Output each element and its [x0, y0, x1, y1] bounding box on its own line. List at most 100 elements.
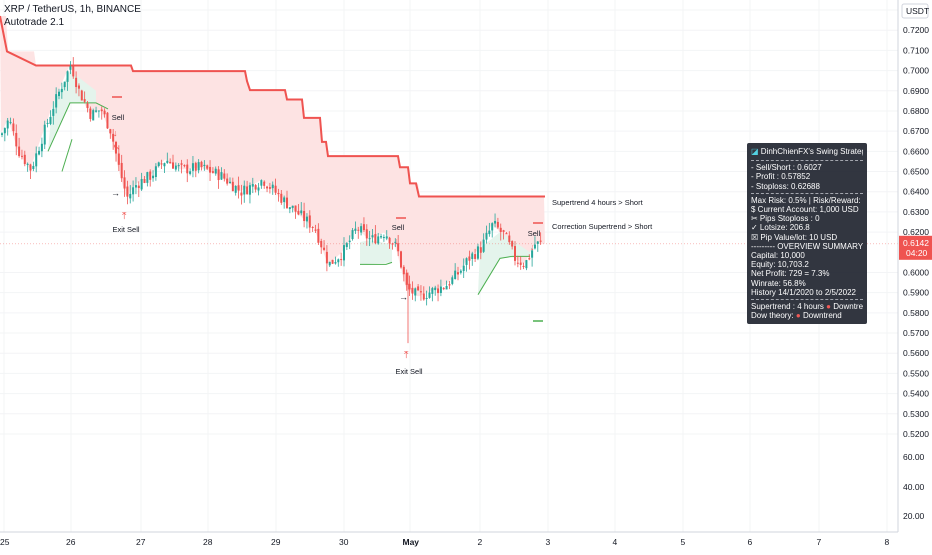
- exit-arrow-icon: →: [399, 292, 408, 302]
- currency-box: [901, 3, 929, 19]
- supertrend-fill: [0, 16, 545, 297]
- candle-body: [368, 238, 371, 240]
- candle-body: [43, 124, 46, 145]
- candle-body: [437, 288, 440, 294]
- candle-body: [183, 165, 186, 167]
- price-tick-label: 0.5400: [903, 389, 929, 399]
- date-tick-label: 2: [478, 537, 483, 547]
- indicator-title: Autotrade 2.1: [4, 17, 65, 28]
- candle-body: [360, 226, 363, 233]
- candle-body: [345, 243, 348, 248]
- candle-body: [35, 153, 38, 167]
- candle-body: [200, 161, 203, 168]
- candle-body: [325, 251, 328, 264]
- candle-body: [496, 221, 499, 228]
- last-price-badge: [899, 235, 932, 260]
- candle-body: [257, 187, 260, 191]
- candle-body: [83, 99, 86, 102]
- candle-body: [217, 169, 220, 181]
- info-supertrend-status: Supertrend : 4 hours ● Downtrend: [751, 302, 863, 311]
- candle-body: [297, 210, 300, 215]
- candle-body: [337, 259, 340, 263]
- sell-signal-label: Sell: [112, 113, 125, 122]
- candle-body: [268, 187, 271, 189]
- candle-body: [411, 287, 414, 294]
- candle-body: [80, 90, 83, 101]
- candle-body: [402, 266, 405, 275]
- info-title-text: DinhChienFX's Swing Strategy: [760, 147, 863, 156]
- candle-body: [374, 234, 377, 244]
- candle-body: [243, 185, 246, 195]
- candle-body: [491, 223, 494, 231]
- candle-body: [476, 246, 479, 259]
- candle-body: [328, 261, 331, 266]
- candle-body: [388, 237, 391, 244]
- info-title: ◪ DinhChienFX's Swing Strategy: [751, 147, 863, 156]
- candle-body: [66, 71, 69, 82]
- date-tick-label: 26: [66, 537, 76, 547]
- candle-body: [394, 241, 397, 243]
- price-tick-label: 0.7100: [903, 45, 929, 55]
- info-separator: [751, 160, 863, 162]
- last-price-label: 0.6142: [903, 238, 929, 248]
- candle-body: [391, 243, 394, 245]
- candle-body: [49, 116, 52, 124]
- candle-body: [157, 162, 160, 167]
- date-tick-label: 25: [0, 537, 10, 547]
- candle-body: [186, 164, 189, 174]
- candle-body: [525, 260, 528, 269]
- date-tick-label: 29: [271, 537, 281, 547]
- candle-body: [137, 185, 140, 189]
- candle-body: [203, 164, 206, 167]
- candle-body: [365, 229, 368, 239]
- price-tick-label: 0.6600: [903, 146, 929, 156]
- candle-body: [317, 228, 320, 243]
- candle-body: [240, 192, 243, 196]
- candle-body: [445, 285, 448, 290]
- candle-body: [357, 229, 360, 231]
- candle-body: [439, 286, 442, 293]
- candle-body: [89, 108, 92, 119]
- info-pips: ✂ Pips Stoploss : 0: [751, 214, 820, 224]
- candle-body: [231, 181, 234, 192]
- candle-body: [474, 254, 477, 259]
- candle-body: [405, 272, 408, 285]
- correction-supertrend-line: [477, 255, 530, 295]
- candle-body: [459, 270, 462, 273]
- candle-body: [408, 283, 411, 290]
- date-tick-label: 5: [681, 537, 686, 547]
- candle-body: [189, 171, 192, 174]
- candle-body: [32, 165, 35, 169]
- correction-supertrend-line: [47, 102, 109, 152]
- info-net-profit: Net Profit: 729 = 7.3%: [751, 269, 830, 279]
- candle-body: [400, 251, 402, 268]
- candle-body: [454, 270, 457, 280]
- info-dow-status: Dow theory: ● Downtrend: [751, 311, 863, 320]
- price-tick-label: 0.6800: [903, 106, 929, 116]
- correction-fill: [48, 70, 96, 152]
- candle-body: [511, 241, 514, 247]
- candle-body: [52, 108, 55, 116]
- candle-body: [160, 163, 163, 165]
- candle-body: [55, 94, 58, 108]
- price-tick-label: 0.5500: [903, 368, 929, 378]
- candle-body: [100, 109, 103, 112]
- candle-body: [154, 166, 157, 178]
- currency-label: USDT: [906, 6, 929, 16]
- sell-signal-label: Sell: [392, 223, 405, 232]
- correction-supertrend-line: [360, 261, 393, 265]
- exit-up-arrow-icon: ⤒: [122, 211, 127, 222]
- price-tick-label: 0.6500: [903, 167, 929, 177]
- candle-body: [291, 205, 294, 208]
- candle-body: [434, 287, 437, 291]
- price-tick-label: 0.7200: [903, 25, 929, 35]
- candle-body: [488, 230, 491, 235]
- candle-body: [177, 165, 180, 167]
- candle-body: [106, 112, 109, 129]
- candle-body: [533, 244, 536, 249]
- candle-body: [220, 172, 223, 180]
- info-profit: - Profit : 0.57852: [751, 172, 811, 182]
- date-tick-label: 4: [613, 537, 618, 547]
